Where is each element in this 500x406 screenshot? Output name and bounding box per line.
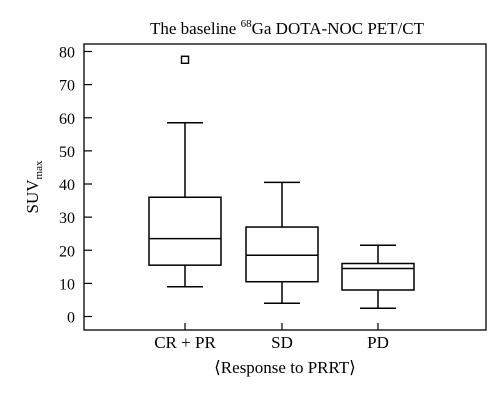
- x-tick-label: CR + PR: [154, 333, 216, 352]
- y-axis-label-main: SUV: [23, 179, 42, 214]
- plot-frame: [83, 43, 487, 331]
- y-axis-label-subscript: max: [33, 160, 45, 179]
- y-tick-label: 60: [59, 111, 75, 128]
- box-outlier: [180, 55, 190, 64]
- y-tick-label: 30: [59, 210, 75, 227]
- chart-title-superscript: 68: [241, 18, 253, 30]
- y-tick-label: 0: [67, 310, 75, 327]
- y-axis-label: SUVmax: [23, 160, 45, 213]
- y-axis: 0 10 20 30 40 50 60 70 80: [59, 45, 92, 327]
- box-iqr: [148, 196, 222, 266]
- chart-title: The baseline 68Ga DOTA-NOC PET/CT: [150, 18, 425, 38]
- chart-title-suffix: Ga DOTA-NOC PET/CT: [252, 19, 425, 38]
- y-tick-label: 40: [59, 177, 75, 194]
- y-tick-label: 80: [59, 45, 75, 62]
- y-tick-label: 10: [59, 276, 75, 293]
- y-tick-label: 70: [59, 78, 75, 95]
- box-iqr: [245, 226, 319, 283]
- y-tick-label: 50: [59, 144, 75, 161]
- x-axis-label: ⟨Response to PRRT⟩: [214, 358, 356, 377]
- chart-title-prefix: The baseline: [150, 19, 241, 38]
- x-tick-label: SD: [271, 333, 293, 352]
- box-iqr: [341, 262, 415, 291]
- x-tick-label: PD: [367, 333, 389, 352]
- box-series: [148, 55, 415, 309]
- x-axis: CR + PR SD PD: [154, 323, 389, 352]
- y-tick-label: 20: [59, 243, 75, 260]
